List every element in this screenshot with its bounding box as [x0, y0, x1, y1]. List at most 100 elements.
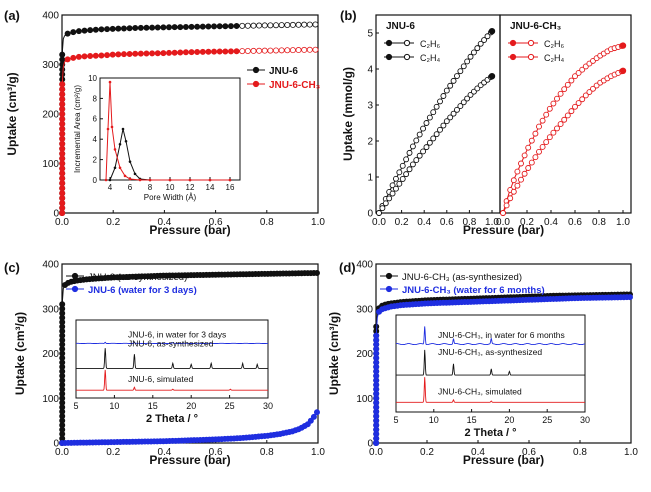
legend-marker: [385, 39, 393, 47]
inset-point: [128, 160, 132, 163]
series-point: [393, 185, 399, 192]
xrd-trace-label: JNU-6-CH₃, in water for 6 months: [438, 330, 565, 340]
series-point: [409, 161, 416, 168]
inset-point: [138, 178, 142, 182]
series-point: [539, 143, 546, 150]
y-tick-label: 1: [367, 173, 373, 184]
series-0-point: [70, 29, 77, 36]
y-axis-title: Uptake (cm³/g): [5, 72, 19, 155]
panel-label: (d): [339, 260, 356, 275]
series-point: [403, 156, 410, 163]
y-tick-label: 4: [93, 135, 98, 144]
series-1-point: [154, 50, 161, 57]
series-point: [575, 100, 582, 106]
series-1-point: [59, 205, 66, 212]
series-point: [443, 87, 450, 94]
series-endpoint: [488, 73, 496, 80]
series-1-point: [199, 48, 206, 55]
series-point: [420, 125, 427, 132]
series-line: [502, 45, 624, 214]
series-1-point: [109, 51, 116, 58]
legend-marker: [252, 80, 260, 88]
inset-x-tick-label: 10: [429, 415, 439, 425]
x-tick-label: 0.2: [420, 447, 434, 458]
inset-y-title: Incremental Area (cm²/g): [73, 85, 82, 173]
legend-label: JNU-6-CH₃ (water for 6 months): [402, 285, 545, 296]
x-tick-label: 0.2: [106, 217, 120, 228]
series-point: [437, 98, 443, 105]
series-point: [454, 73, 460, 79]
series-1-point: [59, 200, 66, 207]
legend-marker: [527, 53, 535, 61]
inset-point: [123, 174, 127, 178]
series-0-point: [250, 22, 257, 29]
inset-point: [121, 127, 125, 131]
series-point: [430, 135, 437, 142]
x-tick-label: 0.2: [395, 217, 409, 228]
x-axis-title: Pressure (bar): [463, 223, 544, 237]
x-tick-label: 10: [166, 183, 175, 192]
xrd-trace-blue: [396, 326, 586, 346]
x-axis-title: Pressure (bar): [149, 223, 230, 237]
inset-x-tick-label: 5: [73, 401, 78, 411]
series-point: [525, 144, 532, 151]
xrd-trace-blue: [76, 341, 269, 344]
series-point: [413, 157, 420, 164]
series-point: [564, 81, 571, 88]
inset-point: [110, 125, 114, 129]
inset-frame: [395, 314, 586, 413]
series-1-point: [59, 180, 66, 187]
xrd-trace-label: JNU-6, simulated: [128, 374, 193, 384]
x-tick-label: 0.6: [568, 217, 582, 228]
series-point: [457, 68, 464, 75]
y-tick-label: 300: [42, 304, 59, 315]
series-point: [564, 112, 571, 119]
subplot-frame: [499, 14, 632, 214]
series-1-point: [59, 135, 66, 142]
series-0-point: [126, 25, 133, 32]
x-tick-label: 16: [226, 183, 235, 192]
legend-label: C₂H₆: [420, 39, 440, 49]
series-0-point: [177, 24, 184, 31]
x-tick-label: 0.2: [106, 447, 120, 458]
y-tick-label: 200: [42, 349, 59, 360]
x-tick-label: 1.0: [311, 447, 325, 458]
series-1-point: [64, 56, 71, 63]
series-0-point: [239, 22, 246, 29]
x-tick-label: 1.0: [485, 217, 499, 228]
series-1-point: [177, 49, 184, 56]
y-tick-label: 0: [367, 439, 373, 450]
series-point: [543, 139, 550, 146]
series-0-point: [227, 23, 234, 30]
y-tick-label: 6: [93, 115, 98, 124]
legend-label: JNU-6 (as-synthesized): [88, 272, 187, 283]
series-0-point: [171, 24, 178, 31]
series-0-point: [312, 21, 319, 28]
x-tick-label: 6: [128, 183, 133, 192]
inset-point: [108, 80, 112, 84]
series-1-point: [166, 49, 173, 56]
series-0-point: [244, 22, 251, 29]
series-0-point: [182, 23, 189, 30]
x-tick-label: 0.8: [260, 217, 274, 228]
series-point: [399, 162, 406, 169]
inset-series-1: [105, 82, 230, 181]
series-point: [557, 90, 564, 97]
series-point: [514, 182, 521, 189]
x-tick-label: 0.0: [369, 447, 383, 458]
inset-x-title: 2 Theta / °: [464, 427, 516, 439]
series-point: [521, 152, 528, 159]
series-point: [500, 210, 506, 216]
legend-label: C₂H₄: [420, 53, 440, 63]
series-1-point: [289, 47, 296, 54]
series-point: [457, 103, 464, 110]
series-0-point: [216, 23, 223, 30]
y-tick-label: 200: [356, 349, 373, 360]
inset-point: [148, 178, 152, 182]
series-point: [433, 103, 440, 110]
series-1-point: [59, 160, 66, 167]
series-0-point: [92, 26, 99, 33]
series-point: [460, 99, 467, 106]
y-tick-label: 300: [356, 304, 373, 315]
